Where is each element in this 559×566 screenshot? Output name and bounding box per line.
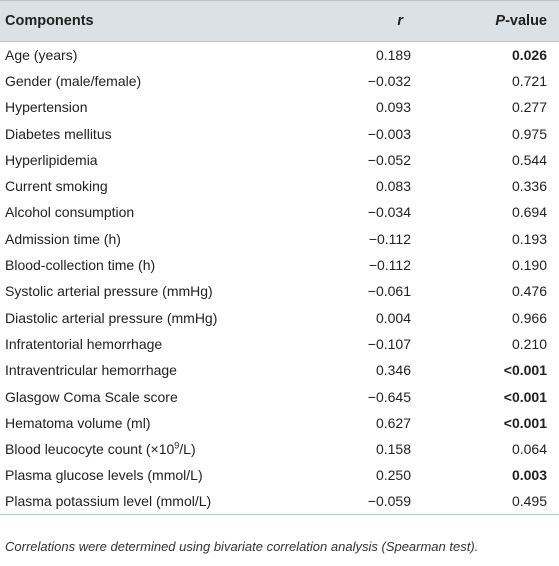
p-value: 0.190 bbox=[511, 257, 547, 274]
p-value: 0.003 bbox=[511, 467, 547, 484]
p-value: 0.064 bbox=[511, 441, 547, 458]
r-value: −0.107 bbox=[367, 335, 411, 352]
row-label: Blood-collection time (h) bbox=[5, 257, 156, 274]
row-label-suffix: /L) bbox=[179, 441, 196, 458]
row-label: Glasgow Coma Scale score bbox=[5, 388, 178, 405]
table-row: Blood leucocyte count (×109/L) 0.158 0.0… bbox=[0, 436, 559, 462]
table-footnote: Correlations were determined using bivar… bbox=[5, 539, 479, 554]
header-p-value: P-value bbox=[415, 0, 559, 42]
table-row: Alcohol consumption −0.034 0.694 bbox=[0, 199, 559, 225]
row-label: Current smoking bbox=[5, 178, 108, 195]
table-row: Age (years) 0.189 0.026 bbox=[0, 42, 559, 68]
r-value: −0.034 bbox=[367, 204, 411, 221]
row-label: Admission time (h) bbox=[5, 230, 121, 247]
r-value: −0.112 bbox=[368, 257, 411, 274]
table-row: Intraventricular hemorrhage 0.346 <0.001 bbox=[0, 357, 559, 383]
table-row: Diabetes mellitus −0.003 0.975 bbox=[0, 120, 559, 146]
r-value: 0.158 bbox=[375, 441, 411, 458]
row-label: Systolic arterial pressure (mmHg) bbox=[5, 283, 213, 300]
header-row: Components r P-value bbox=[0, 0, 559, 42]
r-value: −0.032 bbox=[367, 72, 411, 89]
p-value: 0.975 bbox=[511, 125, 547, 142]
p-value: <0.001 bbox=[503, 388, 547, 405]
header-components: Components bbox=[0, 0, 318, 42]
r-value: −0.052 bbox=[367, 151, 411, 168]
r-value: 0.004 bbox=[375, 309, 411, 326]
r-value: 0.627 bbox=[375, 414, 411, 431]
p-value: 0.495 bbox=[415, 488, 559, 516]
table-row: Admission time (h) −0.112 0.193 bbox=[0, 226, 559, 252]
row-label: Infratentorial hemorrhage bbox=[5, 335, 163, 352]
r-value: −0.112 bbox=[368, 230, 411, 247]
r-value: −0.059 bbox=[318, 488, 415, 516]
r-value: 0.346 bbox=[375, 362, 411, 379]
r-value: 0.189 bbox=[375, 46, 411, 63]
table-row: Systolic arterial pressure (mmHg) −0.061… bbox=[0, 278, 559, 304]
row-label: Diastolic arterial pressure (mmHg) bbox=[5, 309, 218, 326]
p-value: 0.476 bbox=[511, 283, 547, 300]
row-label: Hypertension bbox=[5, 99, 88, 116]
row-label: Hyperlipidemia bbox=[5, 151, 98, 168]
correlation-table: Components r P-value Age (years) 0.189 0… bbox=[0, 0, 559, 516]
r-value: 0.093 bbox=[375, 99, 411, 116]
table-row: Diastolic arterial pressure (mmHg) 0.004… bbox=[0, 304, 559, 330]
r-value: −0.061 bbox=[367, 283, 411, 300]
row-label-prefix: Blood leucocyte count (×10 bbox=[5, 441, 175, 458]
p-value: 0.193 bbox=[511, 230, 547, 247]
p-value: 0.721 bbox=[511, 72, 547, 89]
table-row: Plasma glucose levels (mmol/L) 0.250 0.0… bbox=[0, 462, 559, 488]
r-value: −0.645 bbox=[367, 388, 411, 405]
row-label: Plasma potassium level (mmol/L) bbox=[0, 488, 318, 516]
header-p-letter: P bbox=[495, 13, 506, 29]
row-label: Age (years) bbox=[5, 46, 78, 63]
row-label: Intraventricular hemorrhage bbox=[5, 362, 177, 379]
p-value: 0.694 bbox=[511, 204, 547, 221]
table-row: Current smoking 0.083 0.336 bbox=[0, 173, 559, 199]
r-value: 0.083 bbox=[375, 178, 411, 195]
p-value: 0.277 bbox=[511, 99, 547, 116]
table-row: Glasgow Coma Scale score −0.645 <0.001 bbox=[0, 383, 559, 409]
p-value: 0.544 bbox=[511, 151, 547, 168]
p-value: 0.026 bbox=[511, 46, 547, 63]
r-value: 0.250 bbox=[375, 467, 411, 484]
header-p-suffix: -value bbox=[505, 13, 547, 29]
p-value: <0.001 bbox=[503, 362, 547, 379]
row-label: Diabetes mellitus bbox=[5, 125, 112, 142]
row-label: Alcohol consumption bbox=[5, 204, 135, 221]
table-row: Hypertension 0.093 0.277 bbox=[0, 94, 559, 120]
row-label: Hematoma volume (ml) bbox=[5, 414, 151, 431]
p-value: 0.336 bbox=[511, 178, 547, 195]
table-row: Blood-collection time (h) −0.112 0.190 bbox=[0, 252, 559, 278]
table-row: Hyperlipidemia −0.052 0.544 bbox=[0, 147, 559, 173]
table-row: Gender (male/female) −0.032 0.721 bbox=[0, 68, 559, 94]
row-label: Gender (male/female) bbox=[5, 72, 142, 89]
row-label: Blood leucocyte count (×109/L) bbox=[0, 436, 318, 462]
row-label-superscript: 9 bbox=[174, 440, 180, 451]
table-body: Age (years) 0.189 0.026 Gender (male/fem… bbox=[0, 42, 559, 516]
p-value: 0.966 bbox=[511, 309, 547, 326]
r-value: −0.003 bbox=[367, 125, 411, 142]
table-row: Plasma potassium level (mmol/L) −0.059 0… bbox=[0, 488, 559, 516]
p-value: <0.001 bbox=[503, 414, 547, 431]
row-label: Plasma glucose levels (mmol/L) bbox=[5, 467, 203, 484]
header-r: r bbox=[318, 0, 415, 42]
table-row: Infratentorial hemorrhage −0.107 0.210 bbox=[0, 331, 559, 357]
p-value: 0.210 bbox=[511, 335, 547, 352]
table-row: Hematoma volume (ml) 0.627 <0.001 bbox=[0, 410, 559, 436]
